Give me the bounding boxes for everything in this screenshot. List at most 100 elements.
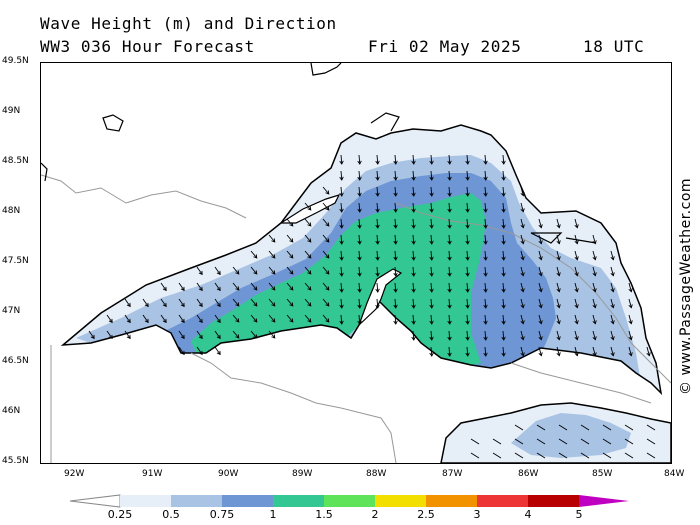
direction-arrow xyxy=(160,282,167,292)
direction-arrow xyxy=(520,186,525,197)
direction-arrow xyxy=(250,314,258,323)
colorbar-segment xyxy=(426,495,477,507)
direction-arrow xyxy=(447,170,452,181)
direction-arrow xyxy=(339,266,344,277)
direction-arrow xyxy=(286,234,294,243)
forecast-label: WW3 036 Hour Forecast xyxy=(40,37,255,56)
direction-arrow xyxy=(501,266,506,277)
colorbar-label: 2.5 xyxy=(417,508,435,521)
direction-arrow xyxy=(393,314,398,325)
direction-arrow xyxy=(592,298,597,309)
direction-arrow xyxy=(357,314,362,325)
direction-arrow xyxy=(214,346,221,356)
direction-arrow xyxy=(465,154,470,165)
direction-arrow xyxy=(393,234,398,245)
direction-arrow xyxy=(465,186,470,197)
direction-arrow xyxy=(375,154,380,165)
longitude-label: 92W xyxy=(64,469,85,479)
colorbar-label: 3 xyxy=(473,508,481,521)
direction-arrow xyxy=(196,298,203,308)
forecast-time: 18 UTC xyxy=(583,37,645,56)
direction-arrow xyxy=(538,282,543,293)
colorbar-segment xyxy=(375,495,426,507)
direction-arrow xyxy=(411,314,416,325)
direction-arrow xyxy=(357,170,362,181)
direction-arrow xyxy=(375,266,380,277)
direction-arrow xyxy=(88,330,95,340)
direction-arrow xyxy=(106,330,113,340)
direction-arrow xyxy=(411,282,416,293)
direction-arrow xyxy=(624,452,634,459)
direction-arrow xyxy=(536,438,546,445)
direction-arrow xyxy=(520,330,525,341)
direction-arrow xyxy=(628,282,633,293)
colorbar-label: 0.5 xyxy=(162,508,180,521)
direction-arrow xyxy=(514,438,524,445)
direction-arrow xyxy=(520,346,525,357)
direction-arrow xyxy=(447,218,452,229)
direction-arrow xyxy=(447,266,452,277)
direction-arrow xyxy=(483,218,488,229)
direction-arrow xyxy=(429,202,434,213)
direction-arrow xyxy=(178,330,185,340)
direction-arrow xyxy=(339,218,344,229)
direction-arrow xyxy=(232,298,240,307)
direction-arrow xyxy=(492,452,502,459)
direction-arrow xyxy=(357,154,362,165)
colorbar-min-cap xyxy=(69,494,121,508)
direction-arrow xyxy=(556,298,561,309)
direction-arrow xyxy=(628,298,633,309)
direction-arrow xyxy=(602,424,612,431)
direction-arrow xyxy=(160,298,167,308)
latitude-label: 48.5N xyxy=(2,156,29,166)
forecast-date: Fri 02 May 2025 xyxy=(368,37,522,56)
colorbar-label: 5 xyxy=(575,508,583,521)
direction-arrow xyxy=(124,298,131,308)
lake-michigan-north xyxy=(440,402,671,463)
colorbar-segment xyxy=(273,495,324,507)
direction-arrow xyxy=(196,282,203,292)
direction-arrow xyxy=(501,202,506,213)
longitude-label: 91W xyxy=(142,469,163,479)
direction-arrow xyxy=(514,424,524,431)
direction-arrow xyxy=(501,330,506,341)
direction-arrow xyxy=(304,218,312,227)
direction-arrow xyxy=(429,314,434,325)
direction-arrow xyxy=(429,298,434,309)
direction-arrow xyxy=(339,170,344,181)
direction-arrow xyxy=(556,330,561,341)
direction-arrow xyxy=(646,346,651,357)
direction-arrow xyxy=(465,250,470,261)
longitude-label: 87W xyxy=(442,469,463,479)
lake-shoreline xyxy=(60,124,663,396)
direction-arrow xyxy=(393,250,398,261)
direction-arrow xyxy=(357,250,362,261)
direction-arrow xyxy=(501,234,506,245)
direction-arrow xyxy=(322,282,330,291)
direction-arrow xyxy=(411,186,416,197)
direction-arrow xyxy=(214,330,221,340)
colorbar-label: 2 xyxy=(371,508,379,521)
direction-arrow xyxy=(520,250,525,261)
direction-arrow xyxy=(501,314,506,325)
direction-arrow xyxy=(520,234,525,245)
colorbar-label: 0.25 xyxy=(107,508,133,521)
direction-arrow xyxy=(501,282,506,293)
direction-arrow xyxy=(142,314,149,324)
colorbar xyxy=(69,494,629,508)
direction-arrow xyxy=(214,282,221,292)
latitude-label: 48N xyxy=(2,206,21,216)
direction-arrow xyxy=(393,282,398,293)
direction-arrow xyxy=(304,202,312,211)
direction-arrow xyxy=(556,218,561,229)
direction-arrow xyxy=(357,298,362,309)
direction-arrow xyxy=(268,314,276,323)
direction-arrow xyxy=(357,266,362,277)
direction-arrow xyxy=(574,266,579,277)
latitude-label: 46N xyxy=(2,406,21,416)
direction-arrow xyxy=(470,452,480,459)
direction-arrow xyxy=(592,282,597,293)
direction-arrow xyxy=(268,330,276,339)
direction-arrow xyxy=(178,298,185,308)
colorbar-max-cap xyxy=(579,495,629,507)
